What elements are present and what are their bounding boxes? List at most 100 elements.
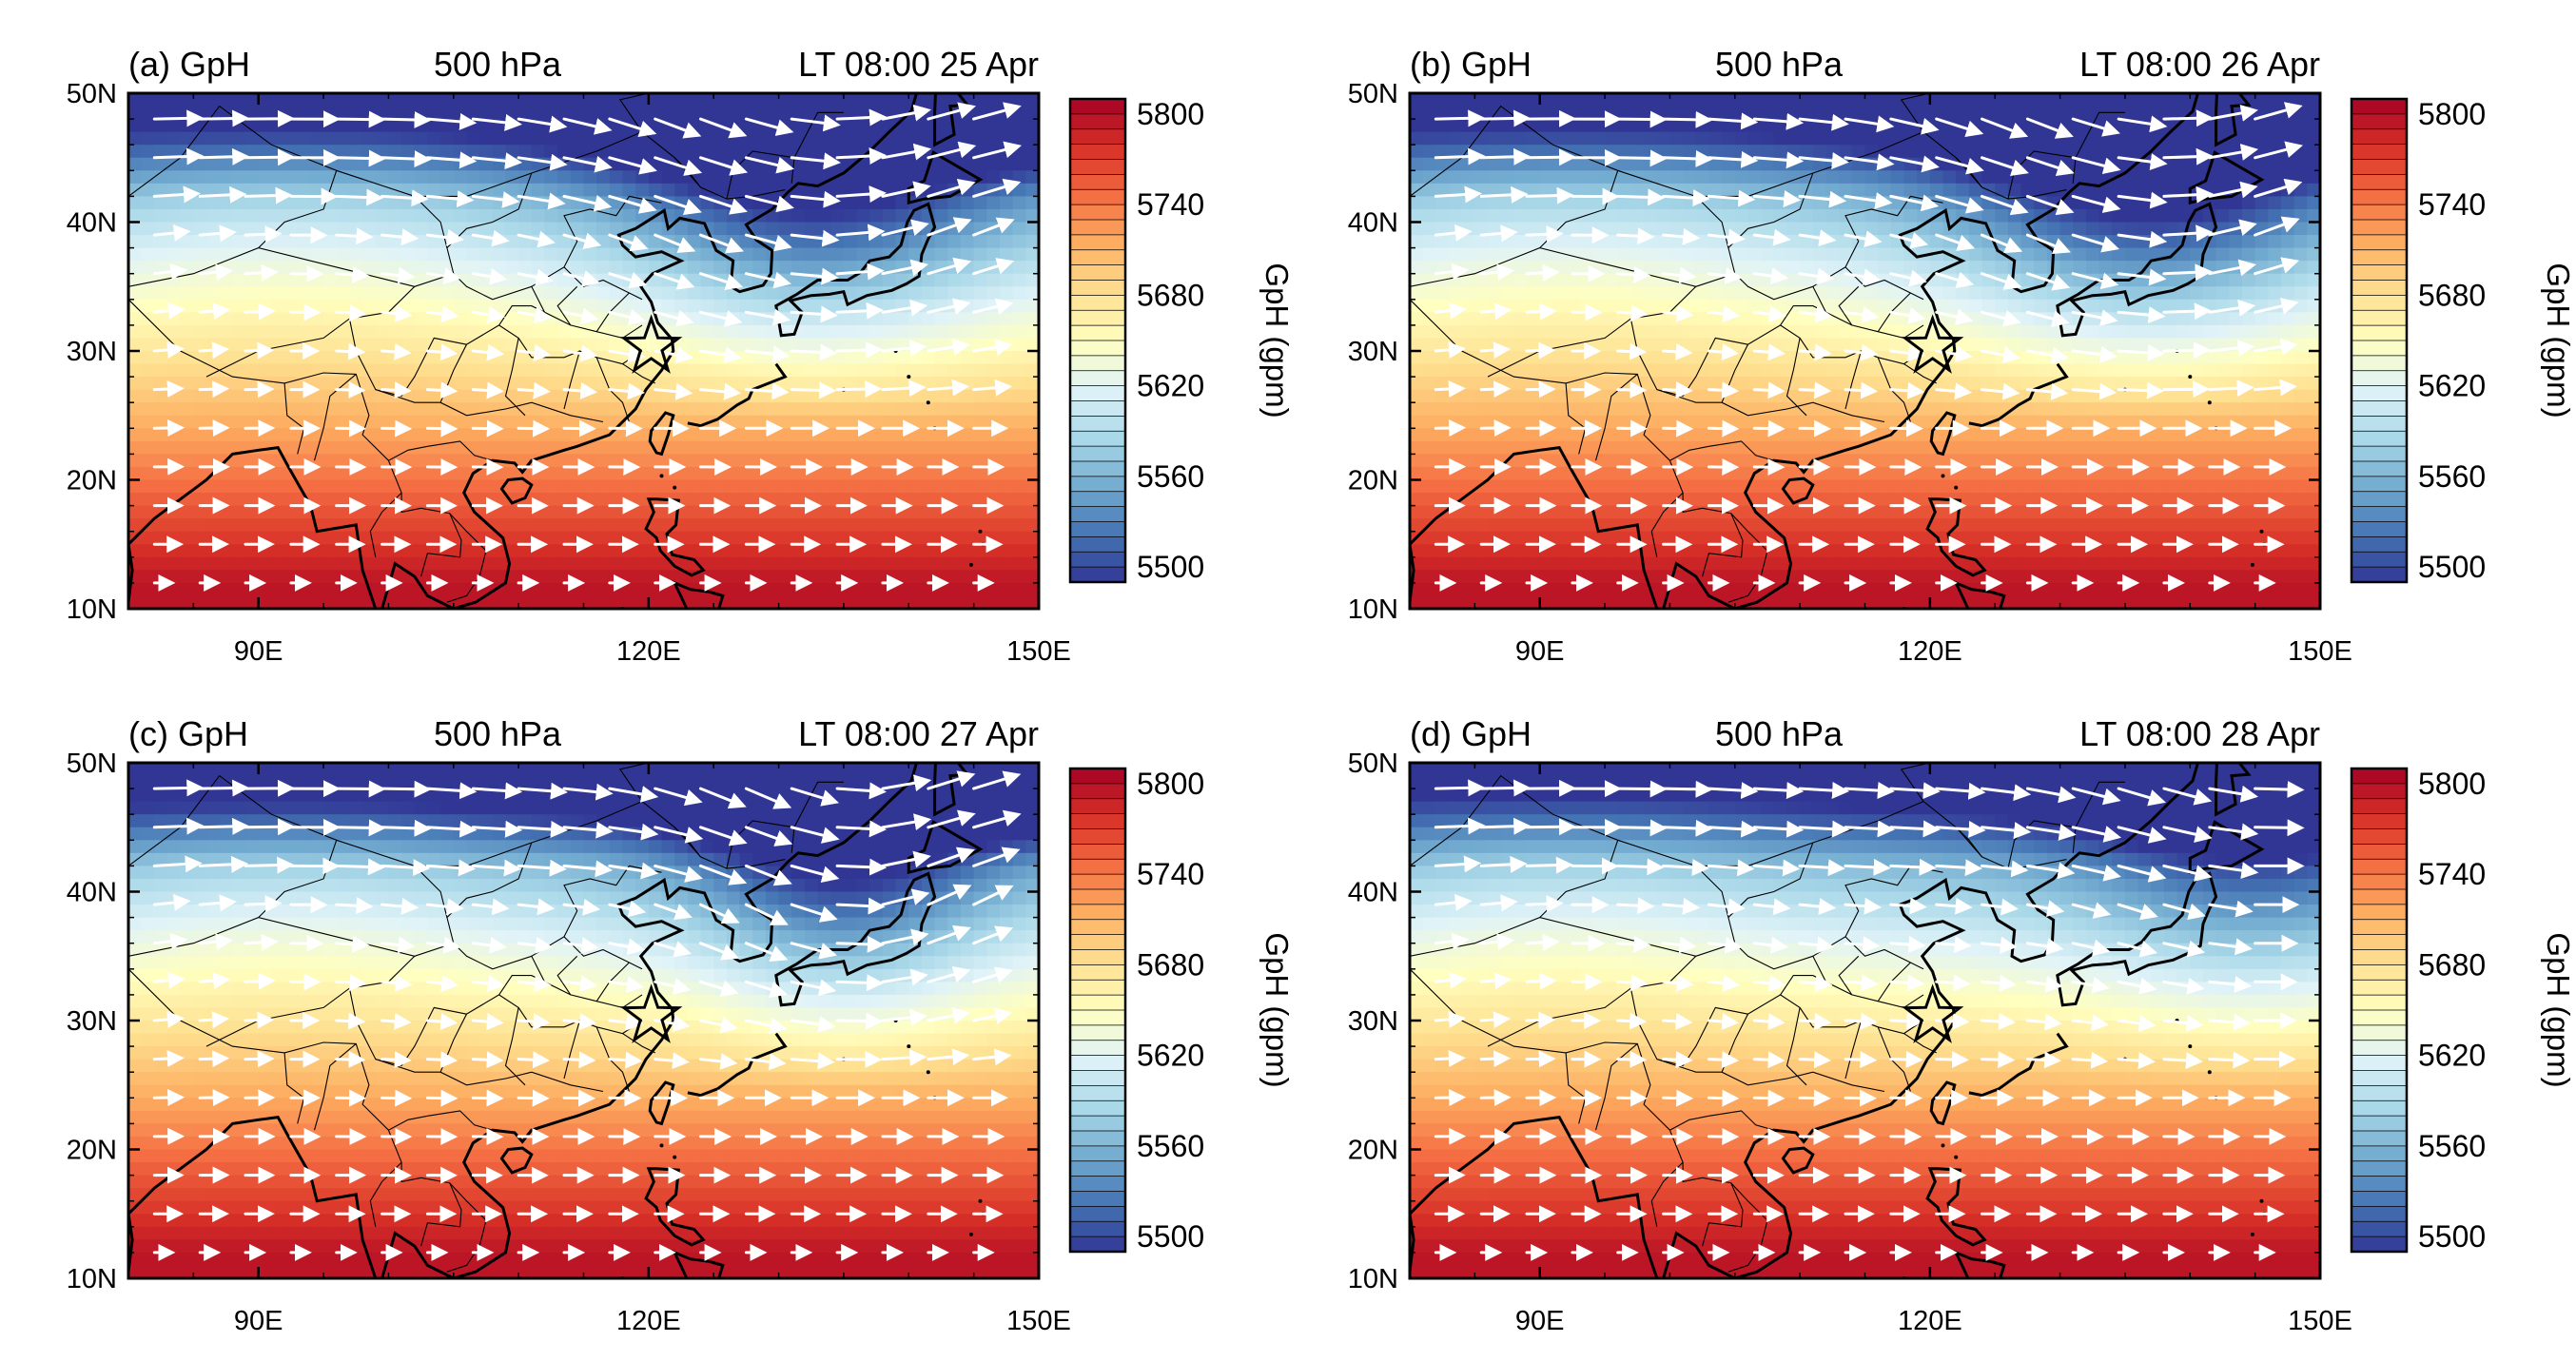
wind-arrow [152, 1050, 185, 1068]
wind-arrow [744, 156, 794, 174]
wind-arrow [699, 826, 748, 846]
wind-arrow [790, 229, 840, 247]
wind-arrow [2025, 194, 2075, 216]
wind-arrow [2071, 382, 2117, 400]
panel-d: 50N 40N 30N 20N 10N 90E 120E 150E (d) GpH 500 hPa… [1348, 714, 2576, 1336]
colorbar-tick-label: 5800 [1137, 97, 1204, 131]
star-icon [619, 314, 683, 374]
wind-arrow [654, 1015, 691, 1032]
wind-arrow [2117, 826, 2167, 844]
wind-arrow [2117, 306, 2166, 324]
wind-arrow [699, 156, 749, 176]
colorbar-tick-label: 5740 [2418, 187, 2486, 222]
wind-arrow [2208, 976, 2253, 994]
wind-arrow [1707, 975, 1741, 992]
wind-arrow [381, 819, 432, 837]
wind-arrow [1707, 381, 1740, 399]
wind-arrow [2254, 379, 2297, 397]
wind-arrow [744, 345, 790, 363]
wind-arrow [2071, 345, 2117, 363]
wind-arrow [152, 855, 203, 873]
wind-arrow [972, 102, 1022, 121]
wind-arrow [471, 343, 505, 361]
wind-arrow [152, 893, 191, 911]
wind-arrow [972, 339, 1013, 356]
wind-arrow [244, 263, 279, 282]
wind-arrow [2208, 219, 2257, 237]
wind-arrow [1434, 109, 1486, 127]
wind-arrow [1707, 820, 1759, 838]
wind-arrow [471, 782, 523, 800]
wind-arrow [1798, 152, 1849, 169]
wind-arrow [2117, 230, 2168, 248]
wind-arrow [1707, 782, 1759, 800]
wind-arrow [1889, 782, 1941, 800]
wind-arrow [835, 858, 888, 876]
wind-arrow [471, 191, 520, 208]
panel-time: LT 08:00 26 Apr [2079, 45, 2320, 84]
wind-arrow [2162, 302, 2212, 321]
wind-arrow [2162, 787, 2213, 806]
wind-arrow [1616, 342, 1648, 360]
wind-arrow [2162, 263, 2213, 282]
wind-arrow [471, 1089, 504, 1107]
wind-arrow [1844, 153, 1895, 171]
lat-tick-label: 40N [67, 878, 117, 908]
wind-arrow [1662, 1089, 1694, 1107]
colorbar-label: GpH (gpm) [2541, 263, 2576, 418]
lon-tick-label: 90E [234, 636, 283, 667]
colorbar-tick-label: 5800 [2418, 767, 2486, 801]
lat-tick-label: 50N [67, 749, 117, 779]
wind-arrow [381, 1089, 413, 1107]
wind-arrow [381, 228, 420, 246]
wind-arrow [654, 826, 704, 844]
wind-arrow [1981, 310, 2021, 327]
wind-arrow [881, 813, 932, 831]
wind-arrow [790, 979, 837, 997]
wind-arrow [654, 864, 703, 883]
wind-arrow [425, 898, 464, 916]
wind-arrow [927, 924, 971, 945]
wind-arrow [1616, 380, 1648, 399]
wind-arrow [1935, 156, 1984, 175]
wind-arrow [1707, 228, 1746, 246]
wind-arrow [2071, 939, 2111, 957]
wind-arrow [381, 859, 431, 877]
wind-arrow [1752, 112, 1805, 130]
wind-arrow [381, 1012, 412, 1030]
wind-arrow [1889, 974, 1925, 992]
wind-arrow [1479, 1011, 1512, 1029]
wind-arrow [471, 305, 506, 323]
wind-arrow [654, 978, 692, 995]
wind-arrow [1434, 224, 1473, 242]
wind-arrow [562, 344, 598, 362]
wind-vectors-a [152, 102, 1023, 592]
wind-arrow [2254, 257, 2300, 276]
wind-arrow [381, 189, 429, 207]
wind-arrow [517, 898, 556, 916]
wind-arrow [198, 263, 234, 282]
wind-arrow [517, 820, 568, 838]
colorbar-tick-label: 5620 [1137, 369, 1204, 403]
wind-arrow [2117, 864, 2167, 883]
wind-arrow [2162, 977, 2205, 995]
wind-arrow [972, 258, 1015, 276]
wind-arrow [881, 259, 928, 277]
wind-arrow [2117, 978, 2157, 995]
wind-vectors-d [1434, 779, 2305, 1261]
wind-arrow [198, 1011, 230, 1029]
wind-arrow [1434, 302, 1467, 320]
lon-tick-label: 150E [2288, 636, 2352, 667]
wind-arrow [1479, 380, 1512, 399]
wind-arrow [381, 342, 412, 360]
lon-tick-label: 120E [616, 636, 681, 667]
wind-arrow [517, 1089, 550, 1107]
wind-arrow [1479, 147, 1532, 165]
wind-arrow [2025, 938, 2064, 955]
wind-arrow [152, 340, 185, 359]
wind-arrow [927, 846, 975, 867]
wind-arrow [1616, 265, 1651, 283]
wind-arrow [1844, 858, 1891, 876]
wind-arrow [244, 933, 279, 951]
wind-arrow [1662, 189, 1710, 207]
